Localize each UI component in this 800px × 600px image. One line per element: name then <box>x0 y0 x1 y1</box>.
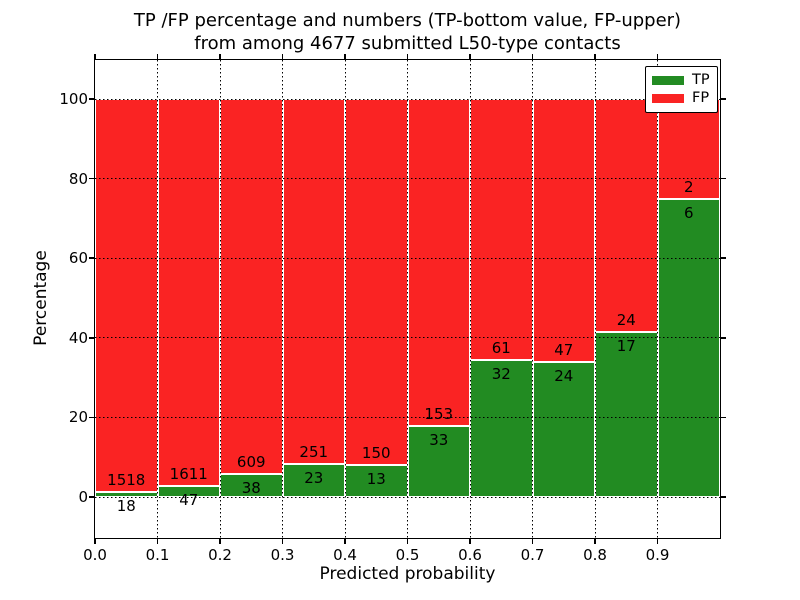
chart-title-line1: TP /FP percentage and numbers (TP-bottom… <box>133 10 682 31</box>
y-tick-label: 100 <box>59 90 88 108</box>
y-tickmark-right <box>721 496 726 498</box>
legend-entry-tp: TP <box>652 73 711 88</box>
bar-tp-segment <box>657 198 720 497</box>
legend: TP FP <box>645 66 718 113</box>
x-tick-label: 0.2 <box>208 546 232 564</box>
y-tick-label: 0 <box>78 488 88 506</box>
x-tick-label: 0.8 <box>583 546 607 564</box>
y-tickmark <box>89 496 94 498</box>
legend-swatch-fp-icon <box>652 94 684 103</box>
bar-fp-segment <box>470 99 533 361</box>
x-tickmark <box>406 539 409 544</box>
bars-layer <box>95 60 720 538</box>
x-tickmark <box>219 539 221 544</box>
y-tickmark-right <box>721 257 726 259</box>
x-tickmark <box>531 539 534 544</box>
x-tick-label: 0.9 <box>645 546 670 564</box>
x-tickmark <box>656 539 659 544</box>
bar-fp-segment <box>282 99 345 464</box>
y-tickmark-right <box>721 98 726 100</box>
x-tick-label: 0.1 <box>145 546 170 564</box>
bar-tp-segment <box>595 331 658 497</box>
legend-label-tp: TP <box>692 72 710 88</box>
legend-entry-fp: FP <box>652 91 711 106</box>
x-tick-label: 0.3 <box>270 546 295 564</box>
bar-fp-segment <box>407 99 470 427</box>
x-tick-label: 0.7 <box>520 546 545 564</box>
legend-label-fp: FP <box>692 90 710 106</box>
bar-fp-segment <box>220 99 283 474</box>
chart-title-line2: from among 4677 submitted L50-type conta… <box>194 32 621 54</box>
y-tick-label: 20 <box>68 408 88 427</box>
bar-tp-segment <box>345 465 408 497</box>
chart-title: TP /FP percentage and numbers (TP-bottom… <box>95 10 720 55</box>
y-tickmark <box>89 337 94 339</box>
x-tickmark <box>281 539 284 544</box>
bar-tp-segment <box>282 463 345 497</box>
x-tick-label: 0.5 <box>395 546 420 564</box>
bar-fp-segment <box>157 99 220 486</box>
bar-fp-segment <box>657 99 720 199</box>
x-tickmark <box>469 539 471 544</box>
y-tickmark <box>89 416 94 419</box>
bar-tp-segment <box>470 360 533 497</box>
x-axis-label: Predicted probability <box>319 564 496 584</box>
y-tickmark-right <box>721 337 726 339</box>
x-tickmark <box>156 539 159 544</box>
bar-tp-segment <box>532 362 595 497</box>
x-tickmark <box>594 539 596 544</box>
bar-tp-segment <box>220 473 283 497</box>
y-tickmark <box>89 98 94 100</box>
y-tick-label: 80 <box>68 169 88 188</box>
bar-tp-segment <box>157 485 220 497</box>
x-tick-label: 0.0 <box>83 546 107 564</box>
bar-fp-segment <box>95 99 158 493</box>
y-tickmark <box>89 177 94 180</box>
y-tickmark <box>89 257 94 259</box>
x-tick-label: 0.6 <box>458 546 482 564</box>
bar-fp-segment <box>345 99 408 466</box>
bar-tp-segment <box>95 492 158 497</box>
x-tickmark <box>344 539 346 544</box>
y-axis-label: Percentage <box>31 250 51 346</box>
bar-fp-segment <box>595 99 658 332</box>
y-tickmark-right <box>721 177 726 180</box>
plot-area: 1518 18 1611 47 609 38 251 23 150 13 153 33 61 32 47 24… <box>59 54 726 564</box>
y-tickmark-right <box>721 416 726 419</box>
bar-fp-segment <box>532 99 595 363</box>
bar-tp-segment <box>407 426 470 497</box>
legend-swatch-tp-icon <box>652 76 684 85</box>
x-tick-label: 0.4 <box>333 546 357 564</box>
x-tickmark <box>94 539 96 544</box>
